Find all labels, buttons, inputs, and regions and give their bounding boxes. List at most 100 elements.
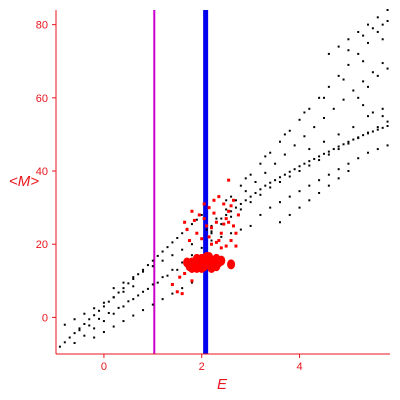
data-point [107,312,110,315]
data-point [337,133,340,136]
data-point [327,184,330,187]
data-point [386,120,389,123]
data-point [371,130,374,133]
data-point [278,201,281,204]
data-points [58,9,389,348]
data-point [122,281,125,284]
data-point [381,62,384,65]
data-point [73,342,76,345]
data-point [166,246,169,249]
data-point [183,220,187,224]
data-point [337,74,340,77]
data-point [210,224,213,227]
data-point [381,38,384,41]
data-point [122,290,125,293]
data-point [200,246,203,249]
data-point [239,208,242,211]
data-point [347,63,350,66]
data-point [117,291,120,294]
data-point [181,232,184,235]
data-point [142,309,145,312]
data-point [58,345,61,348]
data-point [225,199,228,202]
data-point [117,306,120,309]
data-point [318,155,321,158]
data-point [249,224,252,227]
data-point [132,285,135,288]
data-point [220,223,223,226]
data-point [219,246,223,250]
data-point [293,144,296,147]
data-point [362,80,365,83]
data-point [220,235,223,238]
data-point [197,213,201,217]
data-point [366,131,369,134]
data-point [227,209,231,213]
data-point [357,137,360,140]
data-point [298,165,301,168]
data-point [112,312,115,315]
data-point [175,290,179,294]
data-point [73,318,76,321]
data-point [137,294,140,297]
data-point [83,322,86,325]
data-point [225,213,228,216]
data-point [318,179,321,182]
y-tick-label: 80 [36,20,48,32]
x-tick-label: 4 [296,361,302,373]
data-point [357,157,360,160]
data-point [332,148,335,151]
data-point [230,232,233,235]
data-point [376,126,379,129]
data-point [112,296,115,299]
data-point [127,300,130,303]
data-point [347,162,350,165]
data-point [264,184,267,187]
data-point [190,223,193,226]
data-point [205,228,208,231]
data-point [342,98,345,101]
data-point [170,282,174,286]
data-point [102,331,105,334]
data-point [192,218,196,222]
series-1 [58,9,389,348]
data-point [274,179,277,182]
data-point [107,300,110,303]
data-point [178,275,182,279]
data-point [98,317,101,320]
data-point [234,199,237,202]
data-point [308,160,311,163]
data-point [366,151,369,154]
data-point [222,202,226,206]
data-point [232,198,236,202]
data-point [200,237,204,241]
data-point [234,206,237,209]
data-point [180,292,184,296]
data-point [259,213,262,216]
data-point [93,307,96,310]
y-tick-label: 40 [36,166,48,178]
data-point [137,273,140,276]
data-point [122,287,125,290]
data-point [229,239,233,243]
data-point [366,115,369,118]
data-point [230,210,233,213]
series-2 [183,252,236,273]
data-point [347,170,350,173]
data-point [327,52,330,55]
data-point [207,235,211,239]
data-point [225,208,228,211]
data-point [146,264,149,267]
data-point [78,327,81,330]
data-point [244,177,247,180]
data-point [342,78,345,81]
data-point [386,144,389,147]
data-point [288,213,291,216]
y-axis-label: <M> [9,173,39,190]
data-point [156,281,159,284]
data-point [214,240,218,244]
data-point [337,148,340,151]
data-point [222,222,226,226]
data-point [217,195,221,199]
